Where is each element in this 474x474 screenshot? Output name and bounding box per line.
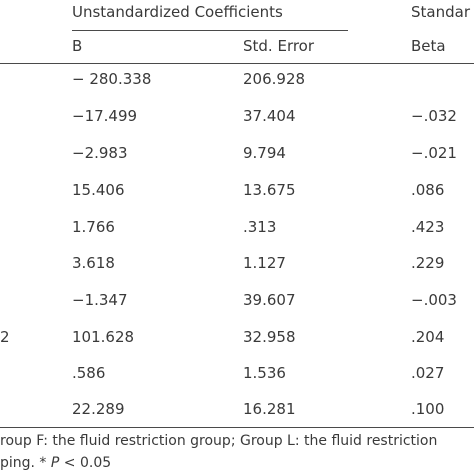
cell-std-error: 37.404	[243, 107, 296, 125]
cell-beta: .423	[411, 218, 445, 236]
row-label: 2	[0, 328, 10, 346]
cell-b: 3.618	[72, 254, 115, 272]
header-bottom-rule	[0, 63, 474, 64]
cell-std-error: 39.607	[243, 291, 296, 309]
cell-std-error: 1.127	[243, 254, 286, 272]
cell-std-error: 9.794	[243, 144, 286, 162]
header-unstandardized-coefficients: Unstandardized Coefficients	[72, 3, 283, 21]
cell-b: 22.289	[72, 400, 125, 418]
cell-std-error: 32.958	[243, 328, 296, 346]
table-bottom-rule	[0, 427, 474, 428]
cell-std-error: .313	[243, 218, 277, 236]
column-header-b: B	[72, 37, 83, 55]
footnote-p-symbol: P	[50, 455, 60, 471]
footnote-line-2-suffix: < 0.05	[59, 455, 112, 471]
cell-beta: −.021	[411, 144, 457, 162]
footnote-line-2: ping. * P < 0.05	[0, 453, 111, 473]
cell-beta: −.032	[411, 107, 457, 125]
cell-b: −2.983	[72, 144, 128, 162]
cell-beta: .027	[411, 364, 445, 382]
header-group-underline	[72, 30, 348, 31]
cell-b: − 280.338	[72, 70, 152, 88]
cell-beta: .100	[411, 400, 445, 418]
footnote-line-1: roup F: the fluid restriction group; Gro…	[0, 433, 438, 449]
footnote-line-2-prefix: ping. *	[0, 455, 51, 471]
cell-b: 15.406	[72, 181, 125, 199]
cell-std-error: 13.675	[243, 181, 296, 199]
header-standardized-coefficients: Standar	[411, 3, 470, 21]
cell-b: −1.347	[72, 291, 128, 309]
cell-b: .586	[72, 364, 106, 382]
cell-beta: .204	[411, 328, 445, 346]
cell-beta: .229	[411, 254, 445, 272]
cell-b: 1.766	[72, 218, 115, 236]
cell-beta: −.003	[411, 291, 457, 309]
column-header-std-error: Std. Error	[243, 37, 315, 55]
cell-std-error: 206.928	[243, 70, 306, 88]
cell-beta: .086	[411, 181, 445, 199]
cell-std-error: 16.281	[243, 400, 296, 418]
cell-b: −17.499	[72, 107, 138, 125]
cell-b: 101.628	[72, 328, 135, 346]
column-header-beta: Beta	[411, 37, 446, 55]
cell-std-error: 1.536	[243, 364, 286, 382]
